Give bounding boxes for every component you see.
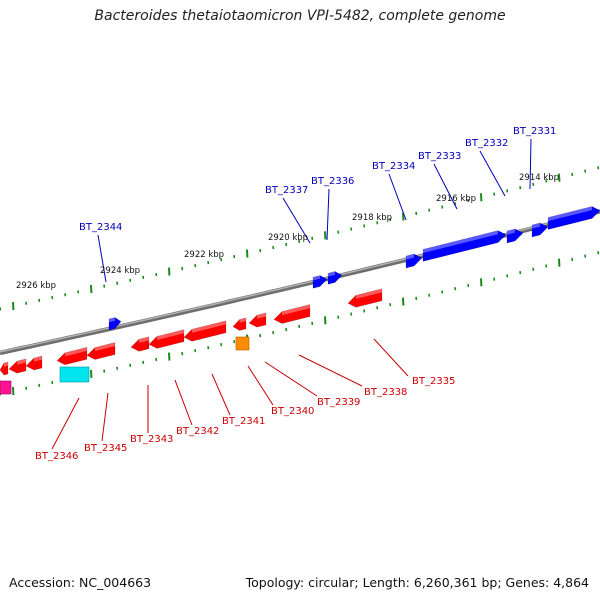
cyan-feature — [59, 366, 90, 383]
leader-line — [51, 397, 80, 450]
reverse-gene — [148, 329, 185, 349]
forward-gene-label: BT_2331 — [513, 126, 556, 137]
scale-label: 2926 kbp — [16, 281, 56, 291]
leader-line — [326, 188, 330, 241]
leader-line — [247, 365, 274, 406]
reverse-gene — [86, 342, 116, 360]
leader-line — [433, 163, 458, 210]
reverse-gene — [273, 304, 311, 324]
reverse-gene — [347, 288, 383, 308]
accession-label: Accession: NC_004663 — [9, 575, 152, 590]
forward-gene-label: BT_2334 — [372, 161, 415, 172]
reverse-gene — [0, 361, 9, 376]
forward-gene — [531, 222, 549, 238]
reverse-gene — [130, 336, 150, 352]
scale-label: 2924 kbp — [100, 266, 140, 276]
leader-line — [479, 150, 506, 197]
forward-gene — [108, 317, 122, 331]
scale-label: 2922 kbp — [184, 250, 224, 260]
gene-features — [0, 206, 600, 395]
forward-gene — [312, 275, 328, 289]
reverse-gene — [248, 312, 267, 328]
reverse-gene — [183, 320, 227, 342]
leader-line — [174, 379, 193, 426]
scale-label: 2920 kbp — [268, 233, 308, 243]
leader-line — [101, 392, 109, 442]
reverse-gene — [232, 317, 247, 331]
reverse-gene-label: BT_2339 — [317, 397, 360, 408]
leader-line — [298, 354, 363, 387]
forward-gene-label: BT_2344 — [79, 222, 122, 233]
reverse-gene-label: BT_2338 — [364, 387, 407, 398]
forward-gene-label: BT_2332 — [465, 138, 508, 149]
leader-line — [211, 373, 231, 416]
reverse-gene-label: BT_2343 — [130, 434, 173, 445]
forward-gene — [405, 253, 423, 269]
magenta-feature — [0, 380, 12, 395]
label-leader-lines — [51, 138, 532, 450]
leader-line — [97, 234, 107, 283]
genome-title: Bacteroides thetaiotaomicron VPI-5482, c… — [94, 8, 506, 24]
forward-gene-label: BT_2333 — [418, 151, 461, 162]
reverse-gene — [25, 355, 43, 371]
reverse-gene-label: BT_2340 — [271, 406, 314, 417]
leader-line — [529, 138, 532, 190]
forward-gene — [327, 271, 343, 285]
reverse-gene — [56, 346, 88, 366]
orange-feature — [235, 336, 250, 351]
reverse-gene-label: BT_2346 — [35, 451, 78, 462]
reverse-gene — [8, 358, 27, 374]
tick-marks — [0, 166, 600, 396]
scale-label: 2916 kbp — [436, 194, 476, 204]
leader-line — [373, 338, 409, 377]
reverse-gene-label: BT_2341 — [222, 416, 265, 427]
leader-line — [388, 173, 407, 221]
map-labels: 2914 kbp 2916 kbp 2918 kbp 2920 kbp 2922 kbp… — [16, 126, 559, 462]
leader-line — [282, 197, 311, 244]
forward-gene — [422, 230, 507, 262]
forward-gene — [506, 228, 524, 244]
forward-gene-label: BT_2336 — [311, 176, 354, 187]
leader-line — [264, 361, 318, 397]
scale-label: 2914 kbp — [519, 173, 559, 183]
topology-label: Topology: circular; Length: 6,260,361 bp… — [245, 575, 589, 590]
scale-label: 2918 kbp — [352, 213, 392, 223]
reverse-gene-label: BT_2335 — [412, 376, 455, 387]
forward-gene-label: BT_2337 — [265, 185, 308, 196]
reverse-gene-label: BT_2345 — [84, 443, 127, 454]
reverse-gene-label: BT_2342 — [176, 426, 219, 437]
forward-gene — [547, 206, 600, 230]
